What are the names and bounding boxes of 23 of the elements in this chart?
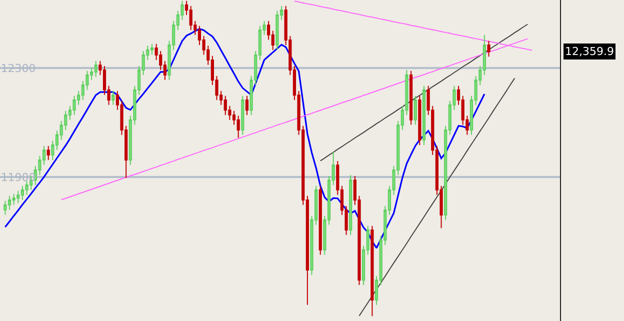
candlestick	[245, 95, 249, 116]
candlestick	[487, 40, 490, 58]
candlestick	[112, 90, 115, 106]
candlestick	[418, 95, 422, 146]
candlestick	[236, 115, 240, 138]
text: 12,359.9	[565, 45, 614, 58]
line-series	[320, 24, 528, 162]
candlestick	[318, 185, 322, 256]
candlestick	[4, 200, 7, 216]
candlestick	[8, 195, 12, 210]
line-series	[4, 28, 486, 249]
candlestick	[370, 225, 374, 317]
candlestick	[349, 174, 352, 236]
candlestick	[414, 95, 417, 126]
candlestick	[46, 146, 50, 160]
candlestick	[20, 185, 24, 201]
candlestick	[94, 60, 98, 78]
line-series	[358, 78, 516, 316]
candlestick	[422, 85, 426, 146]
candlestick	[276, 10, 279, 50]
y-tick-label: 12300	[0, 62, 36, 75]
candlestick	[241, 95, 244, 136]
candlestick	[409, 70, 413, 126]
